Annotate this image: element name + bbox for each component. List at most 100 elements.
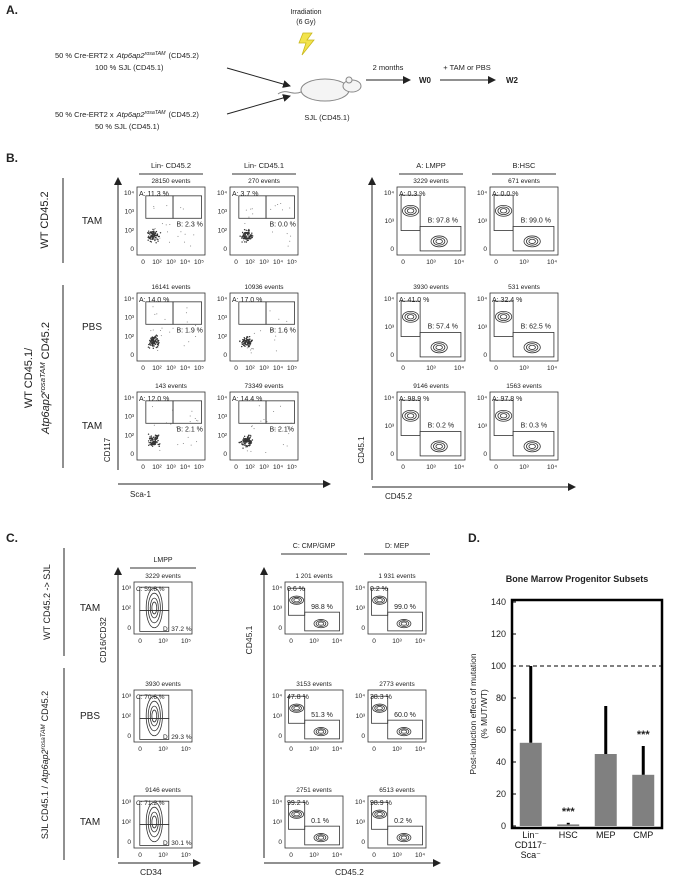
- event-dot: [186, 321, 188, 323]
- plot-frame: [510, 598, 664, 830]
- gate-label: 47.8 %: [287, 694, 309, 701]
- contour: [528, 238, 536, 244]
- y-axis-label: (% MUT/WT): [479, 689, 489, 739]
- event-dot: [247, 341, 250, 344]
- gate: [288, 587, 306, 616]
- event-dot: [244, 444, 246, 446]
- row-label: TAM: [80, 603, 100, 614]
- event-dot: [249, 343, 252, 345]
- event-dot: [150, 330, 152, 332]
- gate: [400, 399, 421, 436]
- event-dot: [244, 338, 246, 340]
- gate: [512, 226, 555, 252]
- event-dot: [286, 445, 288, 447]
- gate-label: C: 70.6 %: [136, 694, 165, 701]
- contour: [317, 621, 325, 626]
- x-tick-label: 0: [289, 852, 293, 859]
- y-tick-label: 60: [496, 725, 506, 735]
- event-dot: [288, 433, 290, 435]
- event-dot: [155, 346, 158, 349]
- event-dot: [187, 436, 189, 438]
- x-tick-label-box: HSC: [559, 830, 578, 840]
- plot-frame: [229, 391, 299, 461]
- event-dot: [155, 242, 157, 244]
- event-dot: [193, 225, 195, 227]
- gate: [371, 695, 389, 724]
- column-header: A: LMPP: [416, 161, 446, 170]
- event-dot: [243, 337, 245, 339]
- contour: [315, 728, 327, 735]
- label-part: CD45.2: [40, 691, 50, 722]
- x-tick-label: 10³: [426, 259, 436, 266]
- plot-frame: [396, 292, 466, 362]
- event-dot: [150, 342, 152, 344]
- panel-label: D.: [468, 531, 480, 545]
- contour: [398, 728, 410, 735]
- x-tick-label: 10³: [166, 365, 176, 372]
- row-label: TAM: [82, 421, 102, 432]
- y-tick-label: 10³: [356, 605, 366, 612]
- event-dot: [239, 340, 241, 343]
- contour: [430, 440, 448, 453]
- y-tick-label: 10³: [478, 324, 488, 331]
- gate: [172, 195, 202, 219]
- gate-label: 51.3 %: [311, 712, 333, 719]
- y-tick-label: 10³: [122, 693, 132, 700]
- group-label: Atp6ap2rosaTAM CD45.2: [38, 322, 53, 435]
- event-dot: [248, 345, 250, 348]
- gate-label: A: 14.0 %: [139, 297, 169, 304]
- event-dot: [197, 420, 199, 422]
- gate: [139, 824, 170, 846]
- event-dot: [153, 424, 155, 426]
- event-count: 531 events: [508, 284, 541, 291]
- plot-frame: [489, 391, 559, 461]
- plot-frame: [367, 795, 427, 849]
- event-dot: [152, 233, 155, 235]
- event-dot: [158, 235, 160, 238]
- event-dot: [175, 426, 177, 428]
- y-tick-label: 10³: [385, 218, 395, 225]
- label-part: Atp6ap2: [116, 51, 146, 60]
- y-tick-label: 10⁴: [384, 296, 394, 303]
- event-dot: [250, 349, 252, 351]
- event-dot: [241, 236, 243, 238]
- gate-label: A: 11.3 %: [139, 191, 169, 198]
- x-tick-label: 10⁵: [287, 259, 297, 266]
- event-dot: [246, 438, 249, 440]
- x-tick-label: CMP: [633, 830, 654, 840]
- gate-label: B: 2.3 %: [176, 221, 202, 228]
- event-dot: [161, 327, 163, 329]
- event-dot: [149, 235, 152, 237]
- arrow: [226, 94, 291, 115]
- event-dot: [156, 233, 158, 235]
- y-tick-label: 10⁴: [217, 395, 227, 402]
- event-dot: [275, 350, 277, 352]
- event-dot: [249, 339, 251, 341]
- y-tick-label: 10⁴: [217, 296, 227, 303]
- event-dot: [245, 209, 247, 211]
- gate-label: D: 30.1 %: [163, 840, 192, 847]
- x-tick-label: 0: [138, 852, 142, 859]
- column-header: C: CMP/GMP: [293, 543, 336, 550]
- event-dot: [155, 339, 157, 341]
- x-tick-label: 10⁵: [194, 259, 204, 266]
- x-tick-label: 10³: [426, 365, 436, 372]
- plot-frame: [396, 391, 466, 461]
- x-tick-label: 0: [372, 746, 376, 753]
- x-tick-label: 10⁴: [454, 464, 464, 471]
- event-dot: [246, 450, 248, 452]
- event-dot: [247, 434, 250, 437]
- x-tick-label: 0: [138, 746, 142, 753]
- y-tick-label: 10⁴: [477, 190, 487, 197]
- x-tick-label: 0: [494, 259, 498, 266]
- event-count: 1 931 events: [378, 573, 416, 580]
- x-tick-label: 0: [494, 365, 498, 372]
- event-dot: [241, 343, 243, 345]
- contour: [372, 703, 387, 713]
- gate-label: A: 98.9 %: [399, 396, 429, 403]
- gate: [238, 301, 267, 325]
- contour: [435, 443, 443, 449]
- event-dot: [244, 440, 246, 443]
- event-dot: [150, 435, 152, 437]
- column-header: LMPP: [153, 557, 172, 564]
